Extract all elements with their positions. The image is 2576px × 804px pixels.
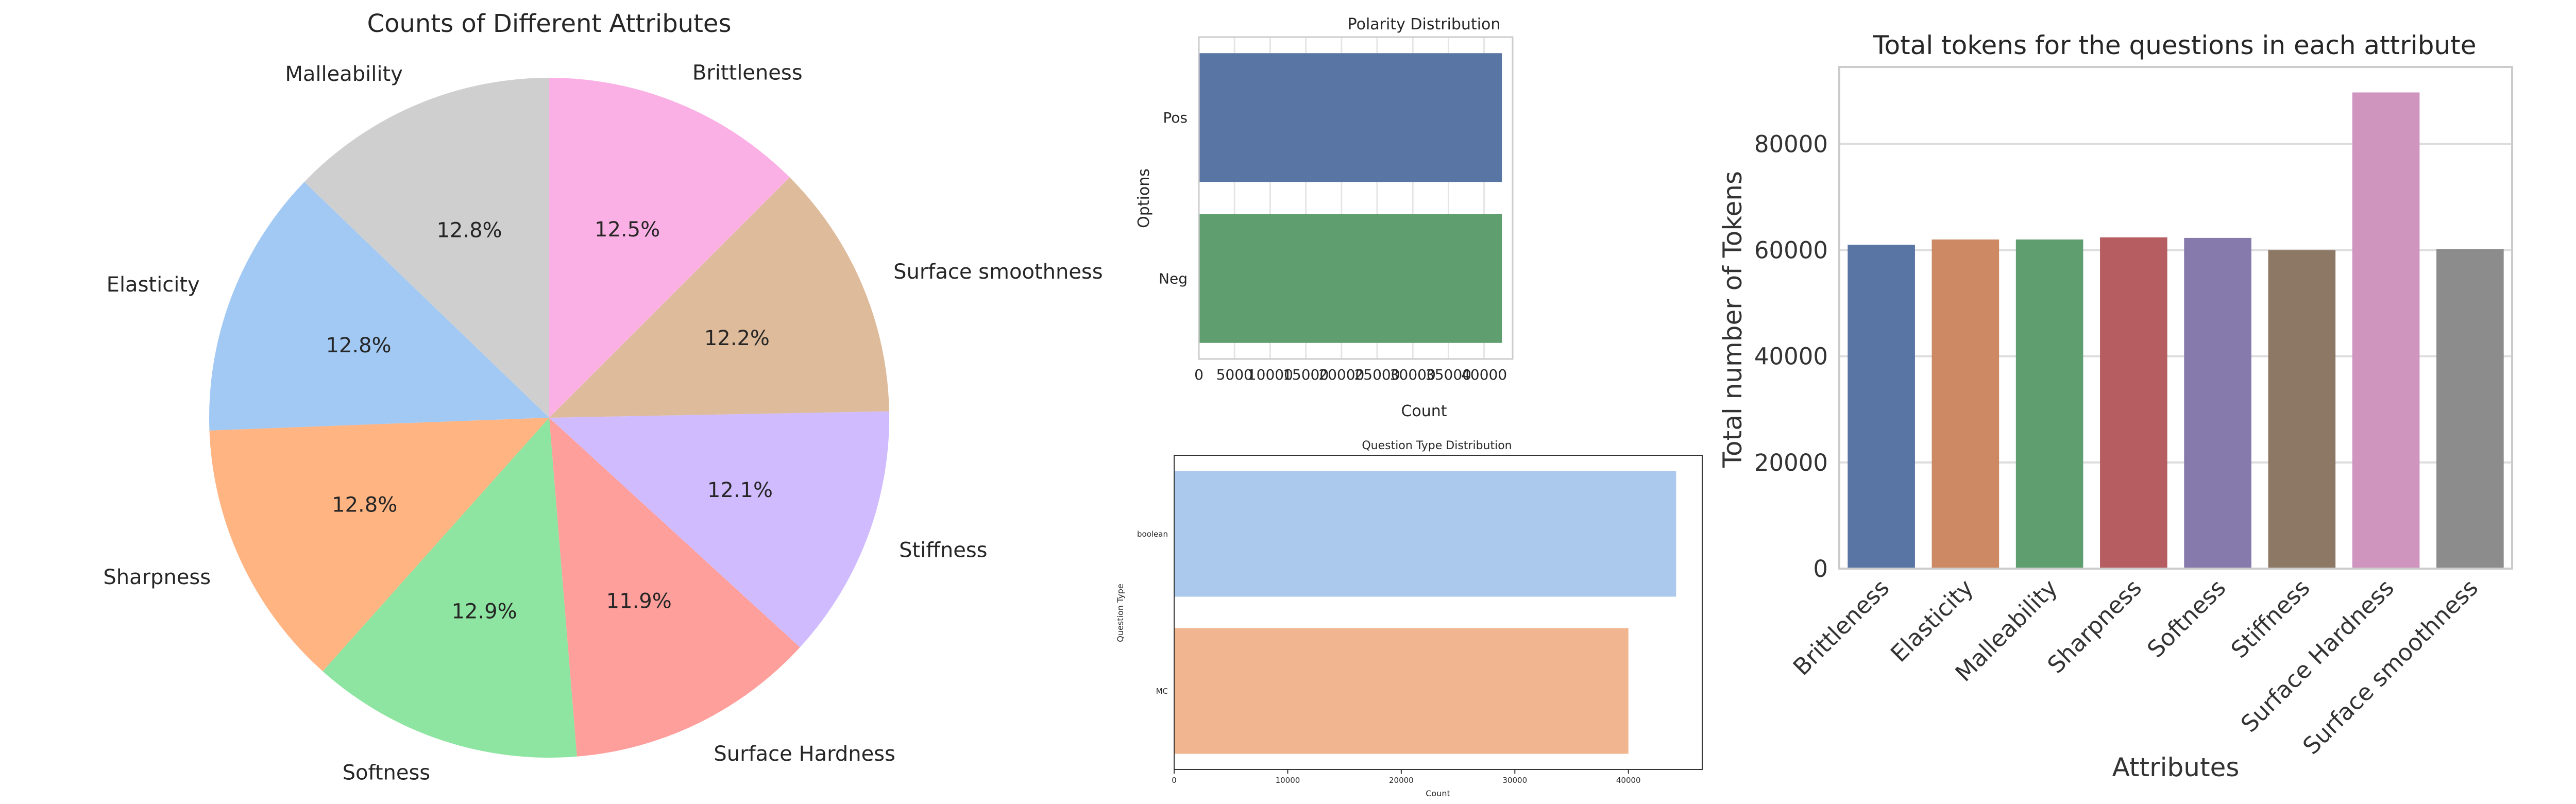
pie-category-label: Surface smoothness xyxy=(893,260,1103,284)
pie-chart: Counts of Different Attributes 12.8% Mall… xyxy=(103,9,1103,784)
polarity-xtick-label: 10000 xyxy=(1247,366,1293,383)
tokens-ytick-label: 40000 xyxy=(1754,343,1828,370)
polarity-xtick-label: 20000 xyxy=(1318,366,1364,383)
qtype-bar-mc xyxy=(1174,628,1629,754)
qtype-ytick-label: MC xyxy=(1156,687,1168,696)
tokens-bar-stiffness xyxy=(2268,250,2336,569)
pie-labels: 12.8% Malleability 12.8% Elasticity 12.8% Sha… xyxy=(103,61,1103,784)
polarity-xtick-label: 25000 xyxy=(1354,366,1400,383)
tokens-frame xyxy=(1838,66,2513,570)
tokens-bar-malleability xyxy=(2015,239,2083,569)
tokens-bar-sharpness xyxy=(2100,237,2167,569)
polarity-xtick-label: 0 xyxy=(1194,366,1204,383)
pie-category-label: Sharpness xyxy=(103,566,211,589)
pie-category-label: Stiffness xyxy=(899,539,987,562)
polarity-yticks: Pos Neg xyxy=(1159,109,1188,287)
pie-slice-surface-hardness xyxy=(549,418,800,757)
polarity-ytick-label: Pos xyxy=(1163,109,1188,126)
polarity-chart: Polarity Distribution 0 50001000015000200… xyxy=(1135,15,1514,420)
tokens-ytick-label: 80000 xyxy=(1754,130,1828,158)
pie-percent-label: 12.8% xyxy=(436,219,502,243)
pie-percent-label: 12.8% xyxy=(332,493,397,517)
polarity-xtick-label: 5000 xyxy=(1216,366,1253,383)
pie-slices xyxy=(209,78,889,758)
qtype-xticks: 0 10000 20000 30000 40000 xyxy=(1172,769,1641,785)
tokens-ytick-label: 0 xyxy=(1813,555,1828,583)
pie-category-label: Malleability xyxy=(285,62,402,86)
tokens-ytick-label: 20000 xyxy=(1754,449,1828,476)
qtype-yticks: boolean MC xyxy=(1137,529,1168,696)
polarity-xtick-label: 30000 xyxy=(1390,366,1436,383)
pie-slice-softness xyxy=(323,418,577,758)
pie-slice-stiffness xyxy=(549,411,889,647)
tokens-yticks: 0 20000 40000 60000 80000 xyxy=(1754,130,1828,583)
tokens-bar-surface-hardness xyxy=(2352,92,2420,569)
tokens-ytick-label: 60000 xyxy=(1754,237,1828,264)
qtype-chart: Question Type Distribution 0 10000 20000 30… xyxy=(1115,439,1703,798)
polarity-bar-neg xyxy=(1199,214,1502,343)
pie-category-label: Elasticity xyxy=(107,273,200,297)
tokens-ylabel: Total number of Tokens xyxy=(1718,171,1748,468)
qtype-xlabel: Count xyxy=(1426,789,1450,798)
qtype-xtick-label: 30000 xyxy=(1502,776,1527,785)
pie-slice-sharpness xyxy=(209,418,549,672)
qtype-title: Question Type Distribution xyxy=(1362,439,1512,452)
tokens-bar-elasticity xyxy=(1931,239,1999,569)
pie-category-label: Surface Hardness xyxy=(714,742,895,766)
polarity-xtick-label: 35000 xyxy=(1426,366,1471,383)
tokens-bar-softness xyxy=(2184,237,2251,569)
polarity-title: Polarity Distribution xyxy=(1348,15,1501,33)
polarity-xtick-label: 40000 xyxy=(1461,366,1507,383)
pie-percent-label: 12.8% xyxy=(326,334,391,357)
qtype-xtick-label: 10000 xyxy=(1276,776,1300,785)
qtype-bar-boolean xyxy=(1174,471,1676,597)
pie-slice-brittleness xyxy=(549,78,790,418)
pie-category-label: Softness xyxy=(343,761,431,784)
polarity-frame xyxy=(1198,36,1514,360)
qtype-frame xyxy=(1174,455,1703,770)
pie-percent-label: 11.9% xyxy=(606,590,672,613)
pie-percent-label: 12.1% xyxy=(707,478,773,502)
qtype-xtick-label: 40000 xyxy=(1616,776,1641,785)
pie-slice-surface-smoothness xyxy=(549,177,889,418)
qtype-xtick-label: 20000 xyxy=(1389,776,1414,785)
tokens-title: Total tokens for the questions in each a… xyxy=(1872,30,2476,60)
tokens-bar-surface-smoothness xyxy=(2436,249,2504,569)
polarity-xtick-label: 15000 xyxy=(1283,366,1329,383)
pie-title: Counts of Different Attributes xyxy=(367,9,732,38)
pie-category-label: Brittleness xyxy=(692,61,803,84)
qtype-ylabel: Question Type xyxy=(1115,584,1125,642)
pie-percent-label: 12.2% xyxy=(704,327,770,350)
qtype-bars xyxy=(1174,471,1676,754)
tokens-bars xyxy=(1848,92,2504,569)
polarity-ylabel: Options xyxy=(1135,168,1153,228)
pie-slice-malleability xyxy=(304,78,549,418)
tokens-xlabel: Attributes xyxy=(2112,752,2240,782)
pie-percent-label: 12.9% xyxy=(452,600,517,623)
qtype-xtick-label: 0 xyxy=(1172,776,1177,785)
tokens-bar-brittleness xyxy=(1848,245,1915,569)
polarity-ytick-label: Neg xyxy=(1159,270,1188,287)
polarity-bars xyxy=(1199,53,1502,343)
polarity-bar-pos xyxy=(1199,53,1502,182)
qtype-ytick-label: boolean xyxy=(1137,529,1168,539)
pie-slice-elasticity xyxy=(209,182,549,431)
polarity-xlabel: Count xyxy=(1401,402,1447,420)
pie-percent-label: 12.5% xyxy=(595,218,660,242)
